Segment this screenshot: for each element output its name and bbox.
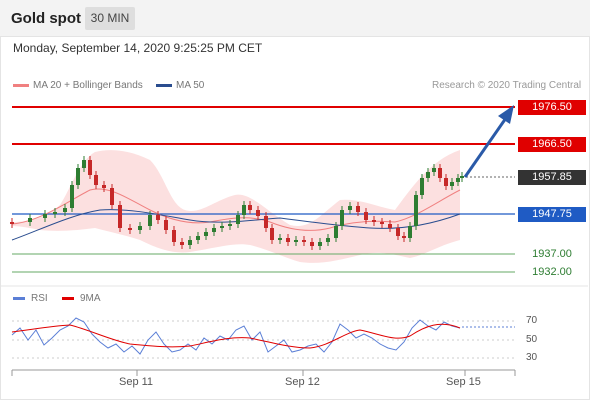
candle-body — [302, 240, 306, 242]
candle-body — [310, 242, 314, 246]
legend-ma50: MA 50 — [156, 80, 204, 91]
candle-body — [286, 238, 290, 242]
candle-body — [164, 220, 168, 230]
legend-ma50-label: MA 50 — [176, 80, 205, 91]
candle-body — [340, 210, 344, 226]
candle-body — [414, 195, 418, 226]
candle-body — [380, 222, 384, 224]
resistance-2-label: 1976.50 — [518, 100, 586, 115]
ma50-swatch — [156, 83, 172, 87]
support-2-label: 1932.00 — [532, 266, 572, 278]
candle-body — [364, 212, 368, 220]
candle-body — [70, 185, 74, 208]
candle-body — [76, 168, 80, 185]
timeframe-button[interactable]: 30 MIN — [85, 7, 135, 30]
candle-body — [43, 214, 47, 218]
candle-body — [220, 226, 224, 228]
bollinger-band — [12, 150, 460, 263]
candle-body — [402, 236, 406, 238]
9ma-swatch — [62, 296, 74, 300]
candle-body — [148, 215, 152, 226]
candle-body — [450, 182, 454, 186]
candle-body — [294, 240, 298, 242]
candle-body — [188, 240, 192, 245]
candle-body — [88, 160, 92, 175]
chart-datetime: Monday, September 14, 2020 9:25:25 PM CE… — [13, 41, 263, 55]
rsi-9ma-line — [11, 323, 461, 349]
candle-body — [28, 218, 32, 222]
candle-body — [426, 172, 430, 178]
candle-body — [236, 215, 240, 224]
candle-body — [456, 178, 460, 182]
candle-body — [356, 206, 360, 212]
legend-9ma: 9MA — [62, 293, 101, 304]
rsi-swatch — [13, 296, 25, 300]
forecast-arrow-line — [463, 117, 508, 178]
x-label-sep15: Sep 15 — [446, 376, 481, 388]
support-1-label: 1937.00 — [532, 248, 572, 260]
candle-body — [63, 208, 67, 212]
ma50-level-label: 1947.75 — [518, 207, 586, 222]
candle-body — [432, 168, 436, 172]
candle-body — [128, 228, 132, 230]
resistance-1-label: 1966.50 — [518, 137, 586, 152]
legend-rsi: RSI — [13, 293, 48, 304]
top-bar: Gold spot 30 MIN — [0, 0, 590, 36]
forecast-arrow-head — [498, 105, 514, 124]
candle-body — [372, 220, 376, 222]
legend-ma20-label: MA 20 + Bollinger Bands — [33, 80, 143, 91]
ma20-swatch — [13, 83, 29, 87]
candle-body — [94, 175, 98, 185]
rsi-line — [11, 317, 461, 355]
rsi-tick-70: 70 — [526, 315, 538, 326]
candle-body — [204, 232, 208, 236]
candle-body — [438, 168, 442, 178]
candle-body — [10, 222, 14, 224]
candle-body — [110, 188, 114, 205]
candle-body — [264, 216, 268, 228]
candle-body — [228, 224, 232, 226]
candle-body — [242, 205, 246, 215]
ma50-line — [11, 209, 461, 241]
x-label-sep11: Sep 11 — [119, 376, 154, 388]
candle-body — [326, 238, 330, 242]
candle-body — [82, 160, 86, 168]
candle-body — [388, 224, 392, 228]
candle-body — [348, 206, 352, 210]
x-label-sep12: Sep 12 — [285, 376, 320, 388]
legend-9ma-label: 9MA — [80, 293, 101, 304]
current-price-label: 1957.85 — [518, 170, 586, 185]
candle-body — [212, 228, 216, 232]
rsi-tick-30: 30 — [526, 352, 538, 363]
candle-body — [102, 185, 106, 188]
candle-body — [196, 236, 200, 240]
candle-body — [172, 230, 176, 242]
candle-body — [53, 212, 57, 214]
candle-body — [408, 226, 412, 238]
candle-body — [420, 178, 424, 195]
legend-ma20: MA 20 + Bollinger Bands — [13, 80, 143, 91]
candle-body — [256, 210, 260, 216]
candlesticks — [10, 156, 464, 250]
candle-body — [138, 226, 142, 230]
instrument-title: Gold spot — [11, 10, 81, 27]
candle-body — [248, 205, 252, 210]
candle-body — [334, 226, 338, 238]
candle-body — [156, 215, 160, 220]
candle-body — [396, 228, 400, 236]
copyright-text: Research © 2020 Trading Central — [432, 80, 582, 91]
candle-body — [278, 238, 282, 240]
candle-body — [180, 242, 184, 245]
candle-body — [118, 205, 122, 228]
rsi-tick-50: 50 — [526, 334, 538, 345]
candle-body — [270, 228, 274, 240]
candle-body — [460, 176, 464, 178]
legend-rsi-label: RSI — [31, 293, 48, 304]
candle-body — [444, 178, 448, 186]
candle-body — [318, 242, 322, 246]
